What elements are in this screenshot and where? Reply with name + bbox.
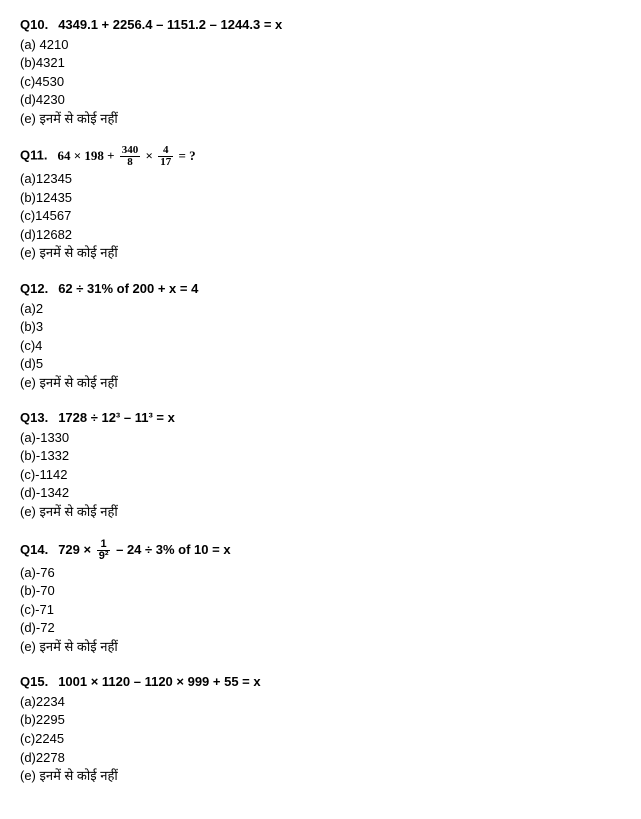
option: (d)5 bbox=[20, 355, 621, 373]
question-text: 729 × 19² – 24 ÷ 3% of 10 = x bbox=[58, 542, 230, 557]
question-number: Q15. bbox=[20, 674, 48, 689]
option: (c)14567 bbox=[20, 207, 621, 225]
question-number: Q12. bbox=[20, 281, 48, 296]
question-text: 4349.1 + 2256.4 – 1151.2 – 1244.3 = x bbox=[58, 17, 282, 32]
question-heading: Q11. 64 × 198 + 3408 × 417 = ? bbox=[20, 145, 621, 168]
question-text: 1001 × 1120 – 1120 × 999 + 55 = x bbox=[58, 674, 260, 689]
question-block: Q10. 4349.1 + 2256.4 – 1151.2 – 1244.3 = … bbox=[20, 16, 621, 127]
option: (b)-70 bbox=[20, 582, 621, 600]
option: (a)-1330 bbox=[20, 429, 621, 447]
option: (c)4530 bbox=[20, 73, 621, 91]
question-block: Q12.62 ÷ 31% of 200 + x = 4(a)2(b)3(c)4(… bbox=[20, 280, 621, 391]
option: (b)2295 bbox=[20, 711, 621, 729]
option: (a)-76 bbox=[20, 564, 621, 582]
option: (a)2234 bbox=[20, 693, 621, 711]
question-block: Q13. 1728 ÷ 12³ – 11³ = x (a)-1330(b)-1332… bbox=[20, 409, 621, 520]
option: (e) इनमें से कोई नहीं bbox=[20, 374, 621, 392]
question-number: Q11. bbox=[20, 148, 47, 163]
question-text: 64 × 198 + 3408 × 417 = ? bbox=[57, 148, 195, 163]
question-text: 62 ÷ 31% of 200 + x = 4 bbox=[58, 281, 198, 296]
question-number: Q10. bbox=[20, 17, 48, 32]
options-list: (a) 4210(b)4321(c)4530(d)4230(e) इनमें स… bbox=[20, 36, 621, 128]
option: (e) इनमें से कोई नहीं bbox=[20, 503, 621, 521]
options-list: (a)2234(b)2295(c)2245(d)2278(e) इनमें से… bbox=[20, 693, 621, 785]
option: (c)4 bbox=[20, 337, 621, 355]
option: (d)4230 bbox=[20, 91, 621, 109]
option: (e) इनमें से कोई नहीं bbox=[20, 767, 621, 785]
question-block: Q14.729 × 19² – 24 ÷ 3% of 10 = x(a)-76(… bbox=[20, 539, 621, 656]
option: (c)-1142 bbox=[20, 466, 621, 484]
question-heading: Q12. 62 ÷ 31% of 200 + x = 4 bbox=[20, 280, 621, 298]
option: (a) 4210 bbox=[20, 36, 621, 54]
option: (a)2 bbox=[20, 300, 621, 318]
question-text: 1728 ÷ 12³ – 11³ = x bbox=[58, 410, 175, 425]
question-heading: Q15. 1001 × 1120 – 1120 × 999 + 55 = x bbox=[20, 673, 621, 691]
options-list: (a)-76(b)-70(c)-71(d)-72(e) इनमें से कोई… bbox=[20, 564, 621, 656]
option: (a)12345 bbox=[20, 170, 621, 188]
question-heading: Q13. 1728 ÷ 12³ – 11³ = x bbox=[20, 409, 621, 427]
option: (c)2245 bbox=[20, 730, 621, 748]
option: (e) इनमें से कोई नहीं bbox=[20, 638, 621, 656]
option: (e) इनमें से कोई नहीं bbox=[20, 110, 621, 128]
option: (d)12682 bbox=[20, 226, 621, 244]
option: (d)-72 bbox=[20, 619, 621, 637]
option: (d)-1342 bbox=[20, 484, 621, 502]
option: (b)-1332 bbox=[20, 447, 621, 465]
option: (c)-71 bbox=[20, 601, 621, 619]
question-heading: Q14. 729 × 19² – 24 ÷ 3% of 10 = x bbox=[20, 539, 621, 562]
option: (b)3 bbox=[20, 318, 621, 336]
option: (e) इनमें से कोई नहीं bbox=[20, 244, 621, 262]
questions-container: Q10. 4349.1 + 2256.4 – 1151.2 – 1244.3 = … bbox=[20, 16, 621, 785]
question-number: Q14. bbox=[20, 542, 48, 557]
option: (b)4321 bbox=[20, 54, 621, 72]
options-list: (a)-1330(b)-1332(c)-1142(d)-1342(e) इनमे… bbox=[20, 429, 621, 521]
question-number: Q13. bbox=[20, 410, 48, 425]
options-list: (a)12345(b)12435(c)14567(d)12682(e) इनमे… bbox=[20, 170, 621, 262]
question-heading: Q10. 4349.1 + 2256.4 – 1151.2 – 1244.3 = … bbox=[20, 16, 621, 34]
option: (d)2278 bbox=[20, 749, 621, 767]
question-block: Q11. 64 × 198 + 3408 × 417 = ? (a)12345(b)… bbox=[20, 145, 621, 262]
question-block: Q15. 1001 × 1120 – 1120 × 999 + 55 = x (a)… bbox=[20, 673, 621, 784]
option: (b)12435 bbox=[20, 189, 621, 207]
options-list: (a)2(b)3(c)4(d)5(e) इनमें से कोई नहीं bbox=[20, 300, 621, 392]
